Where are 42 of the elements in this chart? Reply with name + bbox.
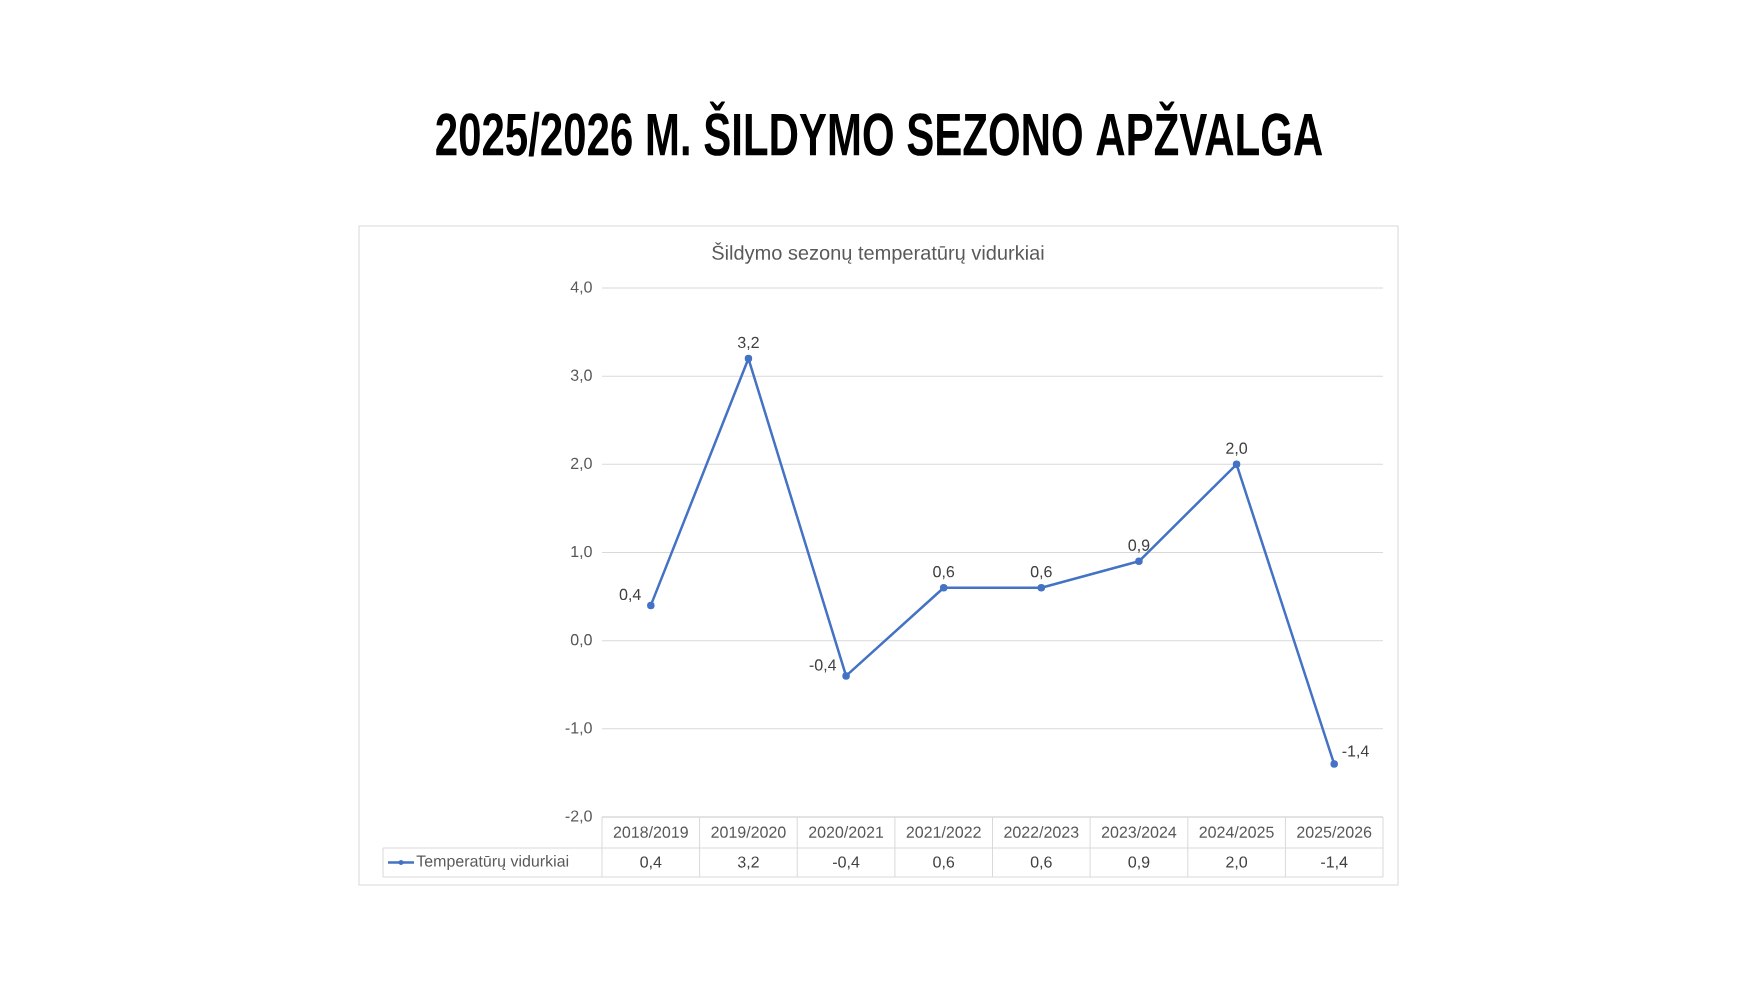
chart-title: 2025/2026 M. ŠILDYMO SEZONO APŽVALGA bbox=[436, 101, 1323, 157]
data-label: 0,6 bbox=[933, 856, 955, 870]
text: -0,4 bbox=[809, 659, 837, 673]
y-tick-label: -2,0 bbox=[565, 810, 592, 824]
x-tick-label: 2023/2024 bbox=[1101, 826, 1177, 838]
y-tick-label: 2,0 bbox=[571, 457, 592, 471]
data-label: -0,4 bbox=[832, 856, 860, 870]
x-tick-label: 2018/2019 bbox=[613, 826, 688, 838]
point bbox=[744, 354, 753, 363]
text: 0,9 bbox=[1128, 539, 1150, 553]
point bbox=[647, 601, 655, 610]
point bbox=[1037, 584, 1046, 592]
data-label: -1,4 bbox=[1321, 856, 1348, 870]
x-tick-label: 2019/2020 bbox=[711, 826, 786, 838]
text: 2,0 bbox=[1226, 442, 1248, 456]
y-tick-label: 3,0 bbox=[570, 369, 592, 383]
x-tick-label: 2025/2026 bbox=[1297, 826, 1372, 838]
text: 3,2 bbox=[737, 336, 759, 350]
y-tick-label: 1,0 bbox=[571, 545, 592, 560]
point bbox=[842, 672, 850, 680]
data-label: 0,9 bbox=[1128, 856, 1150, 870]
text: 0,6 bbox=[933, 566, 955, 580]
data-label: 2,0 bbox=[1226, 856, 1248, 870]
text: 0,4 bbox=[619, 588, 641, 602]
text: 0,6 bbox=[1030, 566, 1052, 580]
text: -1,4 bbox=[1342, 745, 1369, 759]
data-label: 0,6 bbox=[1030, 856, 1052, 870]
point bbox=[1330, 760, 1338, 768]
point bbox=[939, 584, 948, 592]
legend-label: Temperatūrų vidurkiai bbox=[416, 855, 569, 870]
x-tick-label: 2020/2021 bbox=[809, 826, 884, 838]
data-label: 3,2 bbox=[737, 856, 759, 870]
y-tick-label: 4,0 bbox=[570, 281, 592, 295]
x-tick-label: 2024/2025 bbox=[1199, 826, 1274, 838]
y-tick-label: -1,0 bbox=[565, 722, 592, 736]
x-tick-label: 2022/2023 bbox=[1004, 826, 1079, 838]
data-label: 0,4 bbox=[640, 856, 662, 870]
y-tick-label: 0,0 bbox=[570, 634, 592, 648]
x-tick-label: 2021/2022 bbox=[906, 826, 981, 838]
point bbox=[1232, 460, 1241, 469]
chart-subtitle: Šildymo sezonų temperatūrų vidurkiai bbox=[712, 242, 1044, 264]
point bbox=[1135, 557, 1143, 566]
